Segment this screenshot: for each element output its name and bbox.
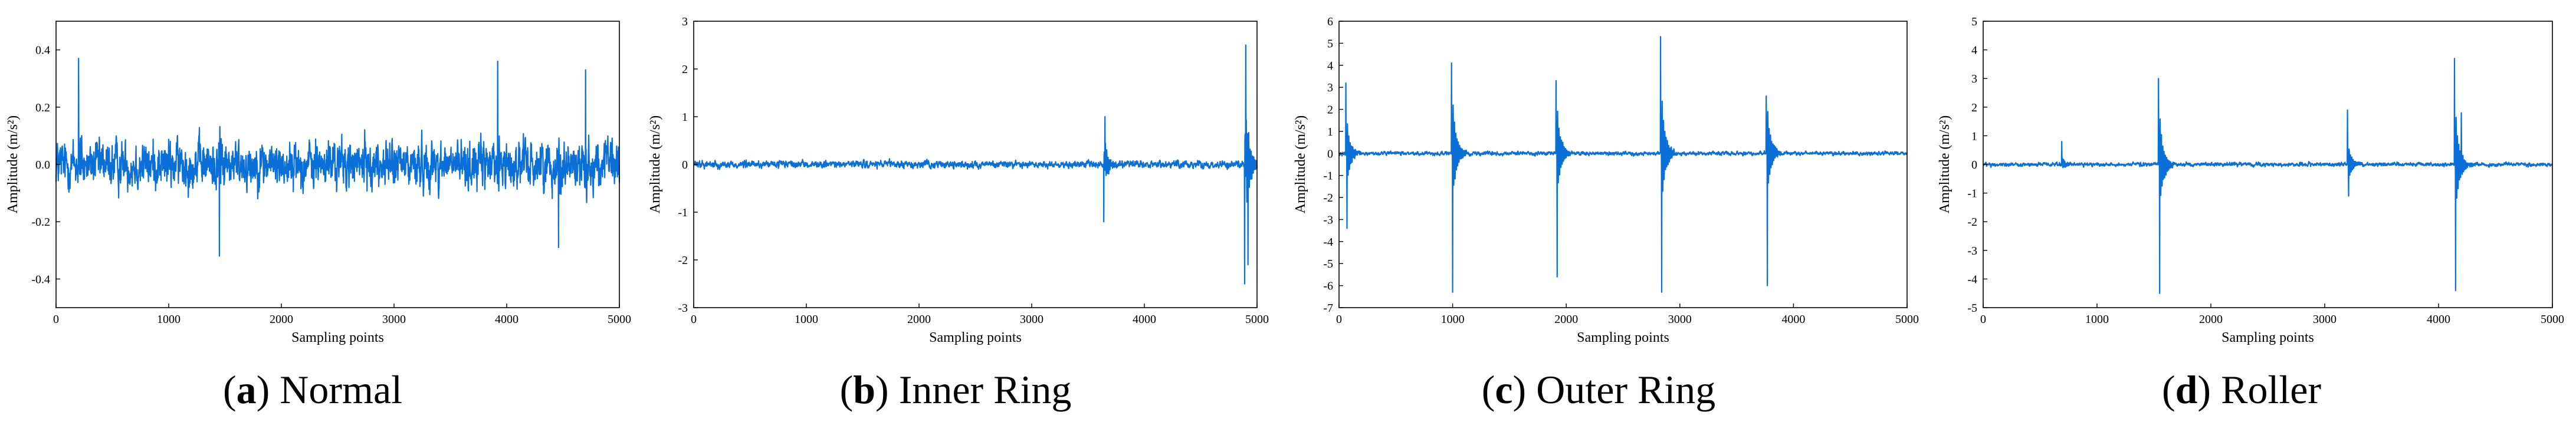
y-tick-label-c-8: 1 [1327,126,1333,138]
x-tick-label-d-3: 3000 [2313,313,2337,326]
y-tick-label-d-4: -1 [1967,187,1977,200]
x-tick-label-c-2: 2000 [1554,313,1578,326]
caption-c: (c) Outer Ring [1481,367,1716,412]
y-tick-label-c-6: -1 [1323,170,1333,183]
x-tick-label-b-0: 0 [691,313,697,326]
caption-a: (a) Normal [222,367,403,412]
x-axis-label-d: Sampling points [2221,330,2314,345]
x-tick-label-a-0: 0 [53,313,59,326]
y-tick-label-b-3: 0 [682,159,688,172]
x-tick-label-d-2: 2000 [2199,313,2223,326]
x-tick-label-c-0: 0 [1336,313,1342,326]
y-axis-label-c: Amplitude (m/s²) [1293,116,1308,214]
y-tick-label-d-7: 2 [1971,101,1977,114]
x-axis-label-a: Sampling points [291,330,384,345]
x-tick-label-c-1: 1000 [1441,313,1465,326]
x-tick-label-d-4: 4000 [2427,313,2450,326]
y-tick-label-a-0: -0.4 [31,273,50,286]
x-tick-label-a-5: 5000 [608,313,631,326]
y-tick-label-a-4: 0.4 [35,44,50,57]
x-tick-label-b-2: 2000 [907,313,931,326]
x-axis-label-c: Sampling points [1577,330,1669,345]
y-tick-label-b-2: -1 [678,206,688,219]
y-axis-label-b: Amplitude (m/s²) [648,116,663,214]
y-tick-label-b-0: -3 [678,302,688,315]
y-axis-label-d: Amplitude (m/s²) [1937,116,1952,214]
y-tick-label-a-3: 0.2 [35,101,50,114]
signal-series-line-b [693,44,1258,285]
y-axis-label-a: Amplitude (m/s²) [5,116,21,214]
y-tick-label-c-3: -4 [1323,236,1333,249]
y-tick-label-d-9: 4 [1971,44,1977,57]
y-tick-label-d-0: -5 [1967,302,1977,315]
y-tick-label-c-7: 0 [1327,147,1333,160]
x-tick-label-d-1: 1000 [2085,313,2109,326]
x-tick-label-a-4: 4000 [495,313,519,326]
x-axis-label-b: Sampling points [929,330,1022,345]
y-tick-label-c-11: 4 [1327,60,1333,72]
y-tick-label-c-2: -5 [1323,258,1333,271]
y-tick-label-c-10: 3 [1327,81,1333,94]
y-tick-label-b-4: 1 [682,111,688,124]
y-tick-label-d-8: 3 [1971,72,1977,85]
y-tick-label-a-2: 0.0 [35,159,50,172]
signal-series-line-d [1983,58,2554,294]
x-tick-label-a-2: 2000 [270,313,293,326]
y-tick-label-a-1: -0.2 [31,216,50,229]
y-tick-label-c-12: 5 [1327,37,1333,50]
y-tick-label-c-0: -7 [1323,302,1333,315]
x-tick-label-c-3: 3000 [1668,313,1692,326]
panel-b-inner-ring: 0 1000 2000 3000 4000 5000 -3 -2 -1 0 1 2 3 Sampling … [648,15,1269,345]
y-tick-label-d-6: 1 [1971,130,1977,143]
x-tick-label-b-1: 1000 [795,313,818,326]
x-tick-label-c-5: 5000 [1895,313,1919,326]
y-tick-label-c-1: -6 [1323,280,1333,293]
y-tick-label-d-10: 5 [1971,15,1977,28]
y-tick-label-c-9: 2 [1327,104,1333,117]
panel-a-normal: 0 1000 2000 3000 4000 5000 -0.4 -0.2 0.0 0.2 0.4 Sa… [5,21,631,345]
x-tick-label-d-5: 5000 [2541,313,2564,326]
x-tick-label-b-4: 4000 [1133,313,1156,326]
plot-frame-c [1338,21,1908,308]
y-tick-label-c-5: -2 [1323,192,1333,205]
y-tick-label-d-3: -2 [1967,216,1977,229]
y-tick-label-d-2: -3 [1967,245,1977,258]
x-tick-label-b-3: 3000 [1020,313,1043,326]
panel-d-roller: 0 1000 2000 3000 4000 5000 -5 -4 -3 -2 -1 0 1 2 3 4 5 Sam… [1937,15,2564,345]
y-tick-label-b-5: 2 [682,63,688,76]
y-tick-label-d-1: -4 [1967,273,1977,286]
y-tick-label-b-1: -2 [678,254,688,267]
signal-series-line-c [1338,36,1908,293]
signal-series-line-a [55,58,621,257]
x-tick-label-d-0: 0 [1980,313,1986,326]
x-tick-label-a-3: 3000 [382,313,406,326]
x-tick-label-c-4: 4000 [1781,313,1805,326]
caption-d: (d) Roller [2161,367,2322,412]
panel-c-outer-ring: 0 1000 2000 3000 4000 5000 -7 -6 -5 -4 -3 -2 -1 0 1 2 3 4… [1293,15,1919,345]
y-tick-label-b-6: 3 [682,15,688,28]
x-tick-label-b-5: 5000 [1245,313,1269,326]
y-tick-label-c-13: 6 [1327,15,1333,28]
y-tick-label-d-5: 0 [1971,159,1977,172]
y-tick-label-c-4: -3 [1323,213,1333,226]
x-tick-label-a-1: 1000 [157,313,181,326]
caption-b: (b) Inner Ring [839,367,1072,412]
